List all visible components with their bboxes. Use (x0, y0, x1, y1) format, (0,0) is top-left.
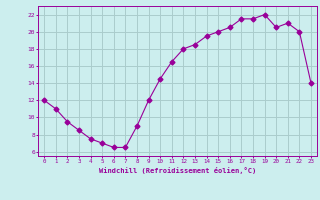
X-axis label: Windchill (Refroidissement éolien,°C): Windchill (Refroidissement éolien,°C) (99, 167, 256, 174)
